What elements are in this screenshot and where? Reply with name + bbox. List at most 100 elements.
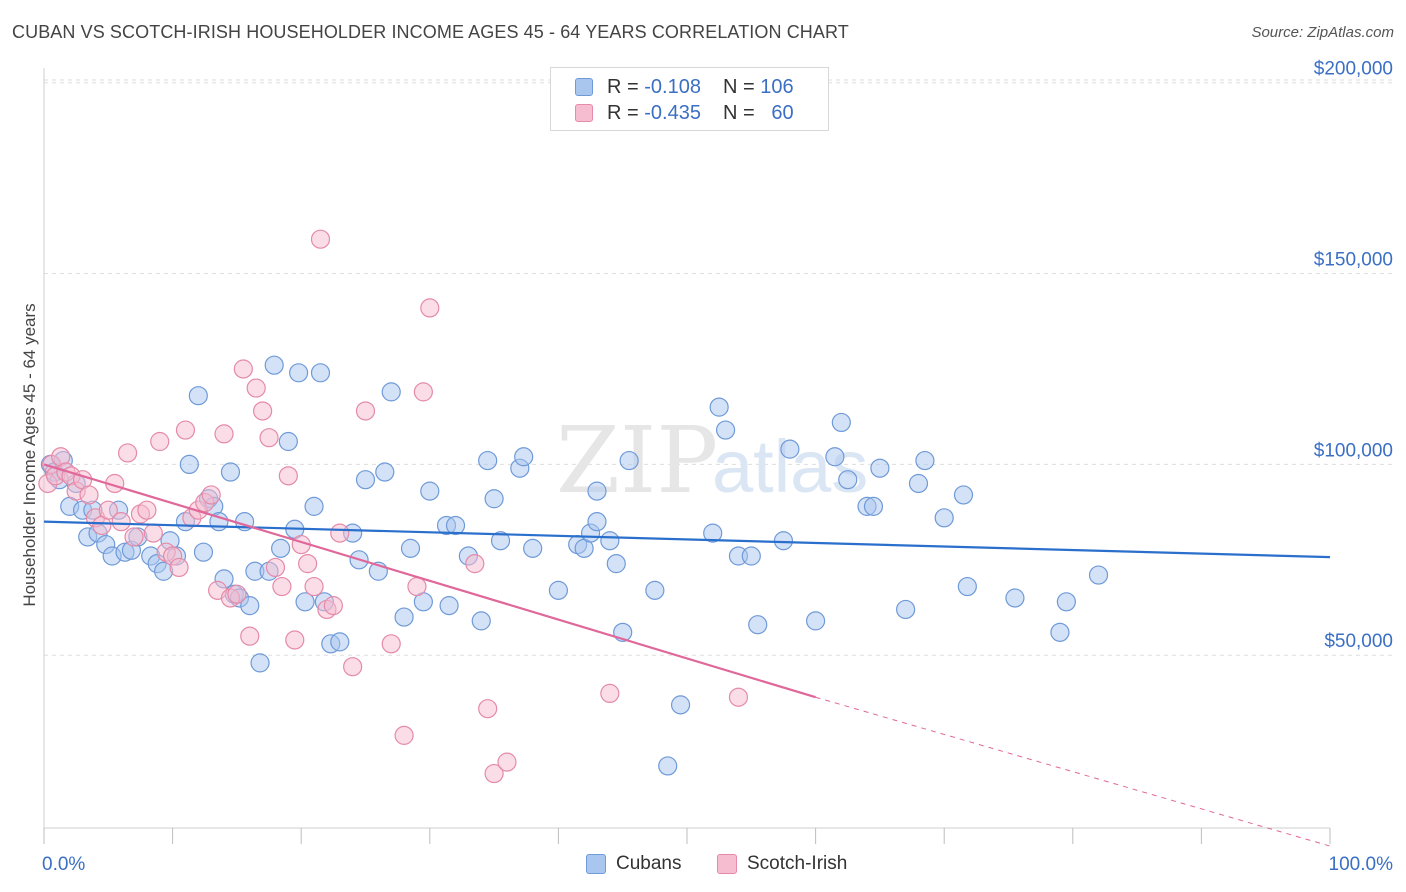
- scotch-irish-point: [143, 523, 163, 543]
- cuban-point: [670, 695, 691, 715]
- cuban-point: [394, 607, 414, 627]
- cuban-point: [439, 596, 459, 616]
- scotch-irish-point: [330, 523, 350, 543]
- scotch-irish-point: [407, 576, 427, 597]
- axes: [43, 68, 1331, 844]
- legend-r-label: R =: [607, 101, 639, 124]
- x-tick-label-min: 0.0%: [42, 854, 85, 875]
- scotch-irish-trend-extension: [815, 696, 1331, 847]
- scotch-irish-point: [323, 596, 343, 616]
- scotch-irish-point: [79, 485, 99, 505]
- bottom-legend-swatch-cubans: [586, 854, 606, 874]
- tick-labels: $50,000 $100,000 $150,000 $200,000 0.0% 100.0…: [42, 59, 1393, 875]
- cuban-point: [908, 473, 929, 494]
- cuban-point: [934, 508, 954, 528]
- scotch-irish-point: [124, 527, 144, 547]
- scotch-irish-point: [310, 229, 331, 249]
- cuban-point: [278, 431, 298, 452]
- cuban-point: [271, 538, 291, 558]
- bottom-legend-label-scotch-irish: Scotch-Irish: [747, 853, 848, 874]
- scotch-irish-point: [304, 576, 324, 597]
- cuban-point: [957, 576, 977, 597]
- cuban-point: [484, 489, 504, 509]
- cuban-point: [179, 454, 199, 474]
- y-tick-label: $100,000: [1314, 440, 1393, 461]
- cuban-point: [478, 450, 498, 471]
- scotch-irish-point: [413, 382, 433, 402]
- cuban-trend-line: [43, 520, 1331, 559]
- legend-row-scotch-irish: R = -0.435 N = 60: [575, 101, 794, 125]
- cuban-point: [825, 447, 845, 467]
- cuban-point: [514, 447, 534, 467]
- cuban-point: [953, 485, 974, 505]
- cuban-point: [741, 546, 761, 566]
- cuban-point: [1005, 588, 1025, 608]
- legend-r-label: R =: [607, 75, 639, 98]
- scotch-irish-point: [201, 485, 221, 505]
- cuban-point: [193, 542, 214, 562]
- scotch-irish-point: [150, 431, 170, 452]
- cuban-point: [523, 538, 543, 558]
- cuban-point: [645, 580, 665, 600]
- cuban-point: [780, 439, 800, 459]
- cuban-point: [587, 481, 607, 501]
- cuban-point: [548, 580, 569, 600]
- bottom-legend-label-cubans: Cubans: [616, 853, 682, 874]
- cuban-point: [471, 611, 491, 631]
- cuban-point: [715, 420, 736, 440]
- watermark-atlas: atlas: [712, 425, 868, 508]
- cuban-point: [304, 496, 324, 516]
- legend-r-value: -0.108: [644, 75, 701, 98]
- cuban-point: [658, 756, 678, 776]
- scotch-irish-point: [117, 443, 138, 463]
- legend-n-label: N =: [722, 101, 755, 124]
- cuban-point: [420, 481, 440, 501]
- scotch-irish-point: [246, 378, 266, 398]
- cuban-point: [838, 470, 858, 490]
- scotch-irish-point: [285, 630, 305, 650]
- legend-swatch-cubans: [575, 78, 593, 96]
- scotch-irish-point: [111, 512, 131, 532]
- y-tick-label: $50,000: [1324, 631, 1393, 652]
- cuban-point: [709, 397, 729, 417]
- scotch-irish-point: [381, 634, 401, 654]
- source-credit: Source: ZipAtlas.com: [1251, 24, 1394, 41]
- scotch-irish-point: [355, 401, 376, 421]
- scotch-irish-point: [394, 725, 414, 745]
- cuban-point: [220, 462, 241, 482]
- cuban-point: [703, 523, 723, 543]
- scotch-irish-point: [478, 699, 498, 719]
- scotch-irish-trend-line: [43, 463, 816, 699]
- scotch-irish-point: [298, 554, 318, 574]
- cuban-point: [600, 531, 620, 551]
- cuban-point: [1050, 622, 1070, 642]
- scotch-irish-point: [227, 584, 247, 604]
- cuban-point: [1088, 565, 1109, 585]
- scotch-irish-point: [600, 683, 620, 704]
- scotch-irish-point: [465, 554, 485, 574]
- legend-n-label: N =: [722, 75, 755, 98]
- cuban-point: [330, 632, 350, 652]
- cuban-point: [619, 450, 639, 471]
- bottom-legend-cubans: Cubans: [586, 852, 682, 876]
- scotch-irish-point: [214, 424, 234, 444]
- scotch-irish-point: [233, 359, 253, 379]
- x-tick-label-max: 100.0%: [1329, 854, 1394, 875]
- cuban-point: [863, 496, 884, 516]
- correlation-legend: R = -0.108 N = 106 R = -0.435 N = 60: [550, 67, 829, 131]
- cuban-point: [490, 531, 511, 551]
- scotch-irish-point: [497, 752, 517, 772]
- scotch-irish-point: [169, 557, 189, 578]
- cuban-point: [587, 512, 607, 532]
- scotch-irish-point: [259, 428, 279, 448]
- scotch-irish-point: [240, 626, 260, 646]
- scotch-irish-point: [175, 420, 196, 440]
- cuban-point: [375, 462, 395, 482]
- cuban-point: [264, 355, 284, 375]
- cuban-point: [1056, 592, 1076, 612]
- cuban-point: [805, 611, 826, 631]
- y-axis-label: Householder Income Ages 45 - 64 years: [20, 303, 39, 607]
- legend-row-cubans: R = -0.108 N = 106: [575, 75, 794, 99]
- cuban-point: [381, 382, 401, 402]
